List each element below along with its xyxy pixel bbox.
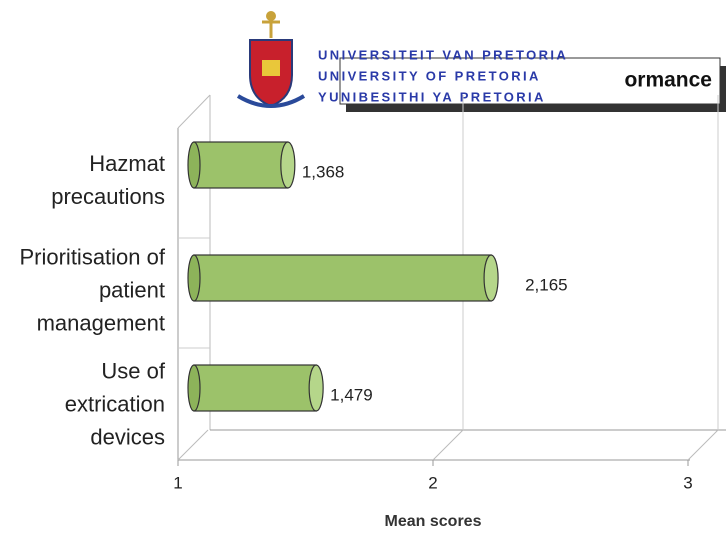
category-label: Prioritisation of patient management (19, 244, 165, 336)
logo-text: UNIVERSITY OF PRETORIA (318, 68, 541, 83)
floor-grid (687, 429, 719, 461)
category-label: Use of extrication devices (64, 358, 165, 450)
bar (193, 254, 492, 302)
x-tick-label: 1 (173, 473, 182, 492)
bar-start (187, 364, 201, 412)
title-box (339, 57, 721, 105)
bar-cap (280, 141, 296, 189)
bar-cap (308, 364, 324, 412)
logo: UNIVERSITEIT VAN PRETORIA UNIVERSITY OF … (236, 11, 568, 108)
value-label: 1,479 (330, 385, 373, 404)
value-label: 2,165 (525, 275, 568, 294)
logo-text: YUNIBESITHI YA PRETORIA (318, 89, 546, 104)
bar-start (187, 141, 201, 189)
floor-grid (177, 429, 209, 461)
x-tick-label: 3 (683, 473, 692, 492)
category-label: Hazmat precautions (51, 151, 165, 209)
value-label: 1,368 (302, 162, 345, 181)
wall-top (177, 94, 211, 129)
x-axis-label: Mean scores (385, 513, 482, 530)
x-tick-label: 2 (428, 473, 437, 492)
bar-cap (483, 254, 499, 302)
bar (193, 141, 289, 189)
bar-start (187, 254, 201, 302)
logo-text: UNIVERSITEIT VAN PRETORIA (318, 47, 568, 62)
chart-title: ormance (624, 69, 712, 92)
bar (193, 364, 317, 412)
floor-grid (432, 429, 464, 461)
